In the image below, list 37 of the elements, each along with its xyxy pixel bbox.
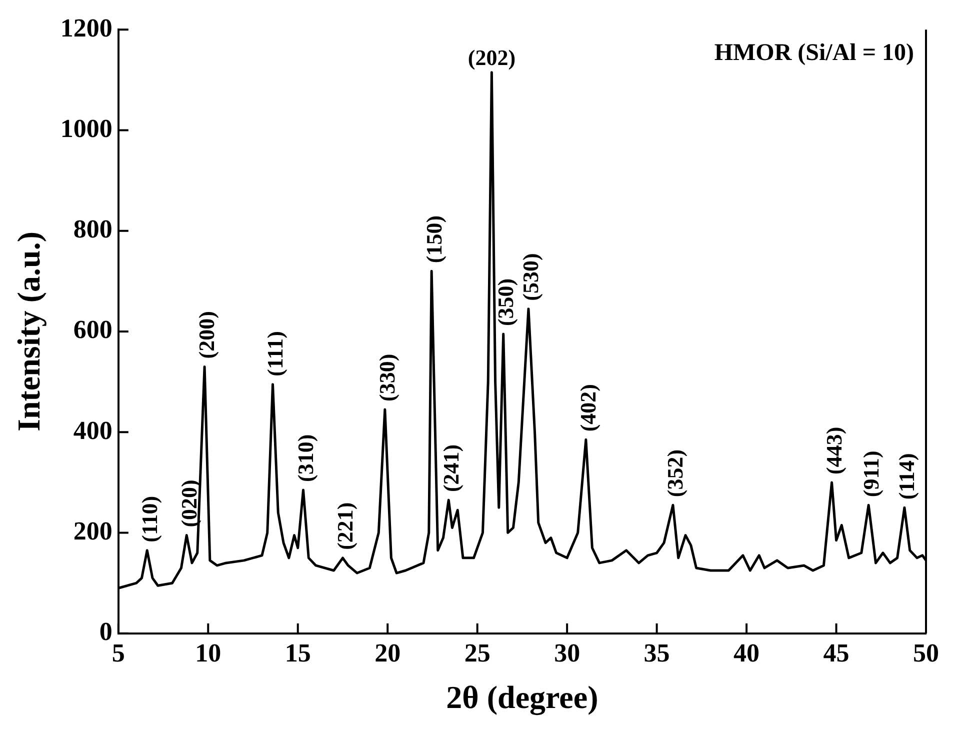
y-axis-title: Intensity (a.u.) xyxy=(10,231,46,432)
annotation: (114) xyxy=(894,453,920,500)
y-tick-label: 400 xyxy=(73,416,112,445)
x-tick-label: 35 xyxy=(644,638,670,668)
annotation: (221) xyxy=(332,502,358,550)
y-tick-label: 200 xyxy=(73,516,112,546)
x-tick-label: 50 xyxy=(913,638,939,668)
x-tick-label: 15 xyxy=(284,638,311,668)
y-tick-label: 800 xyxy=(73,214,112,244)
x-tick-label: 45 xyxy=(823,638,850,668)
annotation: (310) xyxy=(292,434,318,482)
y-tick-label: 1200 xyxy=(60,13,112,42)
x-axis-title: 2θ (degree) xyxy=(446,679,598,716)
x-tick-label: 30 xyxy=(554,638,580,668)
x-tick-label: 20 xyxy=(374,638,401,668)
annotation: (111) xyxy=(262,331,288,376)
annotation: (110) xyxy=(136,496,162,542)
y-tick-label: 0 xyxy=(99,617,112,646)
annotation: (350) xyxy=(493,278,518,326)
x-tick-label: 5 xyxy=(112,638,125,668)
annotation: (530) xyxy=(518,253,544,301)
annotation: HMOR (Si/Al = 10) xyxy=(714,40,914,66)
x-tick-label: 10 xyxy=(195,638,222,668)
annotation: (202) xyxy=(468,45,516,70)
y-tick-label: 1000 xyxy=(60,114,112,143)
annotation: (200) xyxy=(194,311,220,359)
annotation: (911) xyxy=(858,450,884,498)
annotation: (020) xyxy=(176,480,202,528)
y-tick-label: 600 xyxy=(73,315,112,344)
annotation: (150) xyxy=(421,215,446,264)
annotation: (241) xyxy=(438,444,464,492)
annotation: (443) xyxy=(821,426,846,474)
annotation: (402) xyxy=(576,384,601,432)
x-tick-label: 40 xyxy=(734,638,760,668)
annotation: (352) xyxy=(662,449,688,498)
annotation: (330) xyxy=(374,354,400,402)
x-tick-label: 25 xyxy=(464,638,490,668)
